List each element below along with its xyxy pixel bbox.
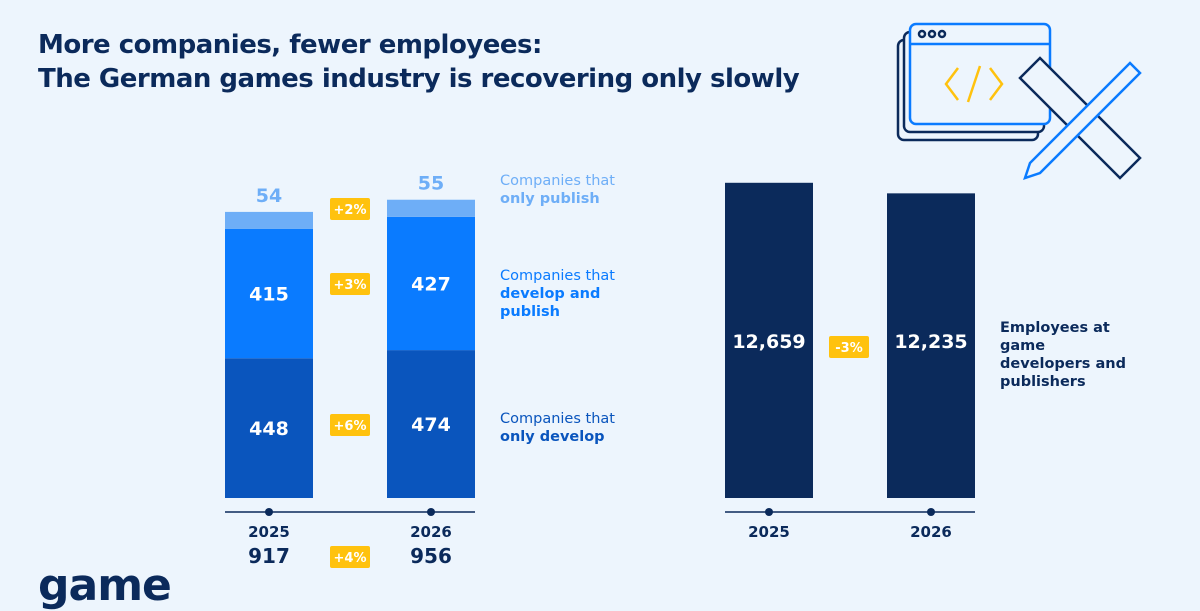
title-line-2: The German games industry is recovering … <box>38 64 800 94</box>
legend-employees: Employees at game developers and publish… <box>1000 320 1126 390</box>
change-badge <box>330 414 370 436</box>
legend-text: Companies that <box>500 411 615 427</box>
legend-text: only publish <box>500 191 600 207</box>
bar-segment <box>225 358 313 498</box>
x-tick-label: 2025 <box>248 523 290 541</box>
data-label: 55 <box>418 173 444 195</box>
x-tick-label: 2026 <box>410 523 452 541</box>
change-badge <box>330 273 370 295</box>
bar-segment <box>387 350 475 498</box>
bar <box>725 182 813 498</box>
legend-text: only develop <box>500 429 605 445</box>
bar-segment <box>387 199 475 217</box>
legend-develop-publish: Companies that develop and publish <box>500 267 630 321</box>
change-badge <box>330 198 370 220</box>
chart-title: More companies, fewer employees: The Ger… <box>38 28 800 96</box>
browser-code-pencil-ruler-icon <box>896 22 1142 180</box>
change-badge-label: +3% <box>334 278 367 293</box>
legend-text: develop and publish <box>500 286 601 320</box>
data-label: 474 <box>411 414 451 436</box>
change-badge-label: +6% <box>334 419 367 434</box>
data-label: 448 <box>249 418 289 440</box>
change-badge-label: -3% <box>835 341 862 356</box>
bar-segment <box>387 216 475 351</box>
legend-text: Companies that <box>500 173 615 189</box>
change-badge <box>829 336 869 358</box>
legend-text: Companies that <box>500 268 615 284</box>
bar <box>887 193 975 498</box>
data-label: 415 <box>249 283 289 305</box>
legend-only-develop: Companies that only develop <box>500 410 615 446</box>
change-badge <box>330 546 370 568</box>
data-label: 12,659 <box>732 331 805 353</box>
data-label: 12,235 <box>894 331 967 353</box>
total-label: 956 <box>410 544 452 568</box>
legend-only-publish: Companies that only publish <box>500 172 615 208</box>
bar-segment <box>225 228 313 359</box>
change-badge-label: +2% <box>334 203 367 218</box>
x-tick-label: 2025 <box>748 523 790 541</box>
game-logo: game <box>38 560 172 611</box>
x-tick-label: 2026 <box>910 523 952 541</box>
title-line-1: More companies, fewer employees: <box>38 30 542 60</box>
change-badge-label: +4% <box>334 551 367 566</box>
data-label: 427 <box>411 274 451 296</box>
data-label: 54 <box>256 185 282 207</box>
total-label: 917 <box>248 544 290 568</box>
bar-segment <box>225 211 313 229</box>
